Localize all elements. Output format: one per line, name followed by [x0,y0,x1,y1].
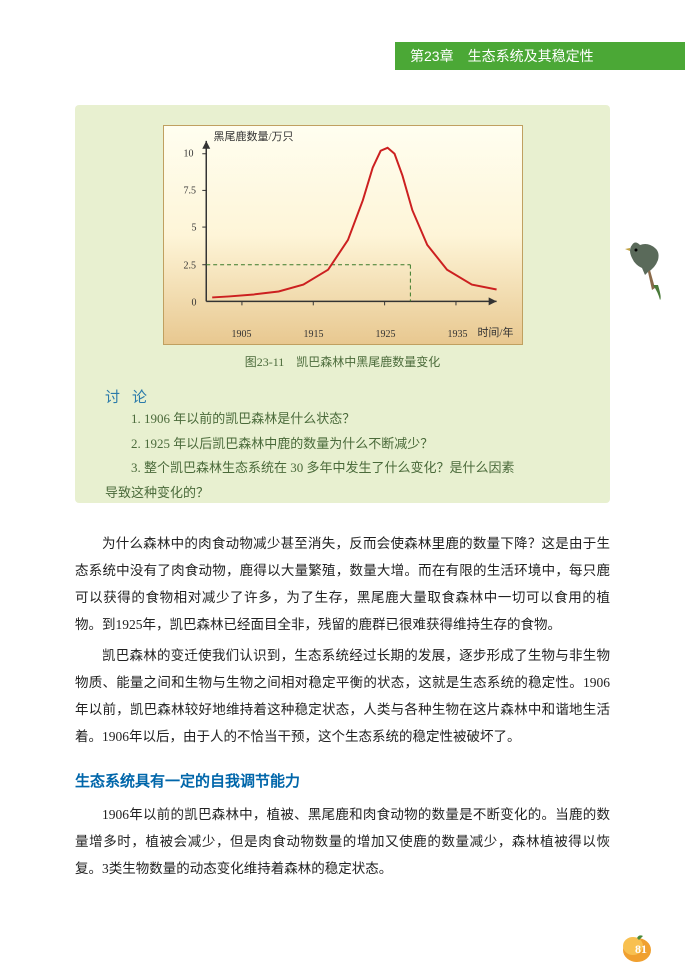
x-tick: 1905 [232,329,252,340]
chart-svg [164,126,522,344]
discussion-continue: 导致这种变化的？ [105,481,580,506]
y-tick: 7.5 [184,186,197,197]
x-tick: 1935 [448,329,468,340]
content-box: 黑尾鹿数量/万只 时间/年 10 7.5 5 2.5 0 1905 1915 1… [75,105,610,503]
paragraph: 凯巴森林的变迁使我们认识到，生态系统经过长期的发展，逐步形成了生物与非生物物质、… [75,642,610,750]
paragraph: 为什么森林中的肉食动物减少甚至消失，反而会使森林里鹿的数量下降？这是由于生态系统… [75,530,610,638]
discussion-item: 1. 1906 年以前的凯巴森林是什么状态？ [105,407,580,432]
chart-caption: 图23-11 凯巴森林中黑尾鹿数量变化 [105,353,580,370]
y-tick: 2.5 [184,261,197,272]
chart-container: 黑尾鹿数量/万只 时间/年 10 7.5 5 2.5 0 1905 1915 1… [163,125,523,345]
bird-decoration [620,230,675,305]
paragraph: 1906年以前的凯巴森林中，植被、黑尾鹿和肉食动物的数量是不断变化的。当鹿的数量… [75,801,610,882]
chapter-title: 第23章 生态系统及其稳定性 [410,46,594,66]
discussion-item: 2. 1925 年以后凯巴森林中鹿的数量为什么不断减少？ [105,432,580,457]
page-number-text: 81 [635,942,647,957]
y-tick: 5 [192,223,197,234]
discussion-title: 讨论 [105,386,580,407]
main-text: 为什么森林中的肉食动物减少甚至消失，反而会使森林里鹿的数量下降？这是由于生态系统… [75,530,610,886]
discussion-item: 3. 整个凯巴森林生态系统在 30 多年中发生了什么变化？是什么因素 [105,456,580,481]
x-tick: 1925 [376,329,396,340]
chapter-header: 第23章 生态系统及其稳定性 [395,42,685,70]
y-tick: 10 [184,149,194,160]
section-title: 生态系统具有一定的自我调节能力 [75,770,610,791]
x-tick: 1915 [304,329,324,340]
y-tick: 0 [192,298,197,309]
